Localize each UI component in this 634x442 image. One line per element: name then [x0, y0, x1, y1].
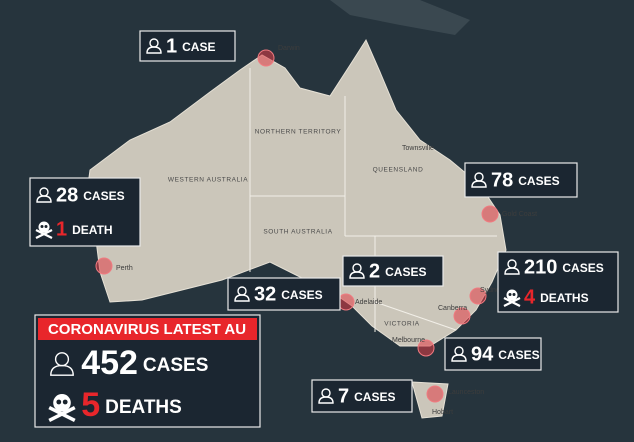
place-label: Hobart	[432, 409, 453, 416]
skull-bone	[48, 406, 76, 422]
skull-eye	[56, 399, 62, 405]
person-icon-body	[36, 195, 52, 203]
case-count: 28	[56, 184, 78, 206]
person-icon-body	[146, 46, 162, 54]
person-icon-body	[318, 396, 334, 404]
callout: 1 CASE	[139, 30, 236, 62]
skull-head	[506, 289, 518, 301]
new-guinea	[330, 0, 470, 35]
case-label: CASES	[518, 174, 559, 188]
city-dot	[95, 257, 113, 275]
callout: 94 CASES	[444, 337, 542, 371]
person-icon-body	[50, 364, 74, 376]
death-count: 5	[81, 386, 100, 424]
callout: 32 CASES	[227, 277, 341, 311]
skull-head	[53, 394, 71, 412]
death-label: DEATH	[72, 223, 112, 237]
skull-eye	[40, 225, 44, 228]
callout: 78 CASES	[464, 162, 578, 198]
skull-eye	[512, 293, 516, 296]
case-count: 32	[254, 283, 276, 305]
case-label: CASES	[83, 189, 124, 203]
death-count: 4	[524, 286, 536, 308]
case-count: 78	[491, 169, 513, 191]
callout: 2 CASES	[342, 255, 444, 287]
person-icon-body	[234, 294, 250, 302]
region-label: SOUTH AUSTRALIA	[263, 229, 332, 236]
region-label: NORTHERN TERRITORY	[255, 129, 342, 136]
case-label: CASES	[385, 265, 426, 279]
city-dot	[469, 287, 487, 305]
city-dot	[257, 49, 275, 67]
region-label: WESTERN AUSTRALIA	[168, 177, 248, 184]
case-count: 7	[338, 385, 349, 407]
case-count: 2	[369, 260, 380, 282]
summary-header-bar	[38, 318, 257, 340]
city-markers	[95, 49, 499, 403]
place-label: Adelaide	[355, 299, 382, 306]
place-label: Townsville	[402, 145, 434, 152]
case-label: CASES	[354, 390, 395, 404]
region-label: QUEENSLAND	[373, 167, 424, 174]
case-count: 210	[524, 256, 557, 278]
city-dot	[453, 307, 471, 325]
callout-box	[464, 162, 578, 198]
case-label: CASES	[281, 288, 322, 302]
place-label: Melbourne	[392, 337, 425, 344]
place-label: Sydney	[480, 287, 504, 294]
callout-box	[497, 251, 619, 313]
place-label: Launceston	[448, 389, 484, 396]
person-icon-body	[504, 267, 520, 275]
person-icon-body	[471, 180, 487, 188]
person-icon-body	[451, 354, 467, 362]
case-label: CASES	[562, 261, 603, 275]
place-label: Gold Coast	[502, 211, 537, 218]
death-label: DEATHS	[540, 291, 588, 305]
case-label: CASE	[182, 40, 215, 54]
callout: 28 CASES 1 DEATH	[29, 177, 141, 247]
place-label: Darwin	[278, 45, 300, 52]
callout: 7 CASES	[311, 379, 413, 413]
city-dot	[426, 385, 444, 403]
skull-bone	[503, 297, 521, 307]
callout-box	[29, 177, 141, 247]
case-label: CASES	[143, 355, 208, 376]
case-count: 94	[471, 343, 494, 365]
region-label: VICTORIA	[384, 321, 419, 328]
skull-eye	[508, 293, 512, 296]
state-borders	[249, 68, 497, 332]
city-dot	[481, 205, 499, 223]
skull-bone	[35, 229, 53, 239]
case-count: 452	[81, 344, 138, 382]
case-label: CASES	[498, 348, 539, 362]
summary-title: CORONAVIRUS LATEST AU	[48, 321, 246, 338]
place-label: Perth	[116, 265, 133, 272]
death-label: DEATHS	[105, 397, 182, 418]
skull-head	[38, 221, 50, 233]
place-label: Canberra	[438, 305, 467, 312]
city-dot	[417, 339, 435, 357]
skull-eye	[62, 399, 68, 405]
death-count: 1	[56, 218, 67, 240]
case-count: 1	[166, 35, 177, 57]
callout: 210 CASES 4 DEATHS	[497, 251, 619, 313]
callout-box	[227, 277, 341, 311]
skull-eye	[44, 225, 48, 228]
person-icon-body	[349, 271, 365, 279]
